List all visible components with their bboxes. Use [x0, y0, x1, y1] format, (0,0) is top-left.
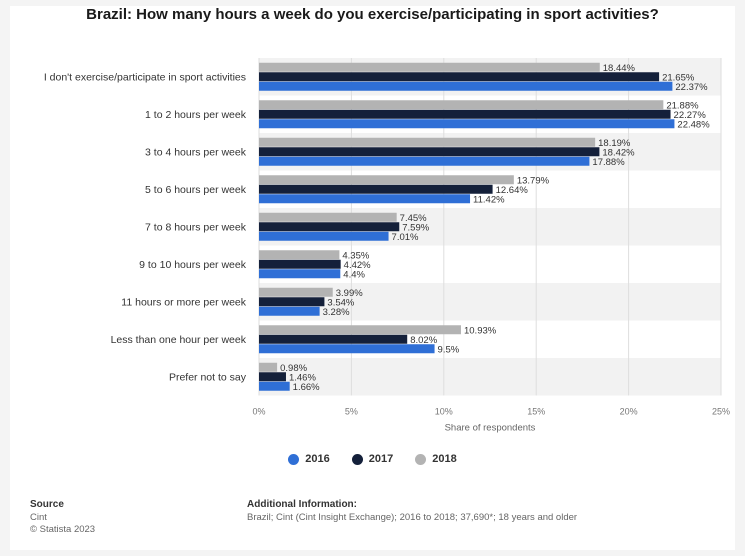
bar-2016: [259, 381, 290, 391]
category-label: 11 hours or more per week: [121, 296, 246, 308]
legend-swatch-2017: [351, 453, 363, 465]
data-label-2016: 22.37%: [675, 82, 708, 93]
data-label-2016: 11.42%: [473, 194, 505, 205]
additional-info-text: Brazil; Cint (Cint Insight Exchange); 20…: [247, 511, 578, 523]
data-label-2018: 7.45%: [400, 213, 427, 224]
bar-2018: [259, 62, 600, 72]
x-tick-label: 25%: [712, 407, 730, 417]
x-tick-label: 0%: [252, 407, 265, 417]
bar-2018: [259, 175, 514, 185]
bar-2017: [259, 109, 671, 119]
legend-label-2016: 2016: [305, 453, 330, 465]
legend-swatch-2018: [415, 453, 427, 465]
category-label: I don't exercise/participate in sport ac…: [44, 71, 246, 83]
legend-item-2018[interactable]: 2018: [415, 453, 457, 465]
x-tick-label: 10%: [435, 407, 453, 417]
source-name[interactable]: Cint: [30, 511, 47, 523]
data-label-2016: 22.48%: [677, 119, 710, 130]
bar-2018: [259, 212, 397, 222]
data-label-2018: 18.19%: [598, 138, 631, 149]
source-heading: Source: [30, 499, 64, 510]
data-label-2016: 3.28%: [323, 307, 350, 318]
bar-2017: [259, 222, 400, 232]
data-label-2016: 9.5%: [438, 344, 460, 355]
bar-2016: [259, 194, 471, 204]
category-label: 9 to 10 hours per week: [139, 259, 247, 271]
bar-2018: [259, 100, 664, 110]
category-label: Less than one hour per week: [111, 334, 247, 346]
data-label-2018: 0.98%: [280, 363, 307, 374]
data-label-2017: 21.65%: [662, 72, 695, 83]
bar-2018: [259, 325, 461, 335]
bar-2017: [259, 334, 408, 344]
row-band: [259, 358, 721, 396]
bar-2017: [259, 297, 325, 307]
data-label-2018: 18.44%: [603, 63, 636, 74]
bar-2018: [259, 137, 596, 147]
x-axis-title: Share of respondents: [445, 423, 536, 434]
category-label: 1 to 2 hours per week: [145, 109, 247, 121]
data-label-2018: 4.35%: [342, 250, 369, 261]
data-label-2016: 17.88%: [592, 157, 625, 168]
data-label-2017: 8.02%: [410, 335, 437, 346]
x-tick-label: 15%: [527, 407, 545, 417]
legend-item-2016[interactable]: 2016: [288, 453, 330, 465]
data-label-2017: 22.27%: [674, 110, 707, 121]
chart-legend: 2016 2017 2018: [0, 453, 745, 465]
data-label-2016: 4.4%: [343, 269, 365, 280]
data-label-2018: 10.93%: [464, 325, 497, 336]
legend-item-2017[interactable]: 2017: [351, 453, 394, 465]
data-label-2016: 1.66%: [293, 382, 320, 393]
bar-2016: [259, 81, 673, 91]
data-label-2017: 7.59%: [402, 222, 429, 233]
bar-2017: [259, 372, 286, 382]
data-label-2018: 3.99%: [336, 288, 363, 299]
row-band: [259, 283, 721, 321]
category-label: Prefer not to say: [169, 371, 247, 383]
bar-2016: [259, 119, 675, 129]
category-label: 7 to 8 hours per week: [145, 221, 247, 233]
bar-2018: [259, 362, 278, 372]
bar-2018: [259, 250, 340, 260]
bar-2017: [259, 72, 660, 82]
additional-info-heading[interactable]: Additional Information:: [247, 499, 357, 510]
category-label: 5 to 6 hours per week: [145, 184, 247, 196]
bar-2018: [259, 287, 333, 297]
legend-label-2018: 2018: [432, 453, 457, 465]
bar-2016: [259, 306, 320, 316]
bar-2016: [259, 156, 590, 166]
data-label-2017: 18.42%: [602, 147, 635, 158]
data-label-2018: 13.79%: [517, 175, 550, 186]
bar-2016: [259, 269, 341, 279]
bar-2017: [259, 147, 600, 157]
bar-2016: [259, 231, 389, 241]
x-tick-label: 5%: [345, 407, 358, 417]
copyright-text: © Statista 2023: [30, 524, 96, 535]
bar-2016: [259, 344, 435, 354]
data-label-2018: 21.88%: [666, 100, 699, 111]
data-label-2017: 1.46%: [289, 372, 316, 383]
data-label-2016: 7.01%: [392, 232, 419, 243]
chart-title: Brazil: How many hours a week do you exe…: [86, 6, 659, 23]
x-tick-label: 20%: [620, 407, 638, 417]
legend-label-2017: 2017: [368, 453, 394, 465]
additional-info-block: Additional Information: Brazil; Cint (Ci…: [247, 499, 577, 524]
category-label: 3 to 4 hours per week: [145, 146, 247, 158]
bar-2017: [259, 259, 341, 269]
source-block: Source Cint © Statista 2023: [30, 499, 95, 537]
bar-chart: 0% 5% 10% 15% 20% 25% Share of respondents I do…: [44, 58, 730, 434]
data-label-2017: 3.54%: [327, 297, 354, 308]
data-label-2017: 12.64%: [496, 185, 529, 196]
legend-swatch-2016: [288, 453, 300, 465]
data-label-2017: 4.42%: [344, 260, 371, 271]
chart-card: [10, 6, 735, 550]
bar-2017: [259, 184, 493, 194]
